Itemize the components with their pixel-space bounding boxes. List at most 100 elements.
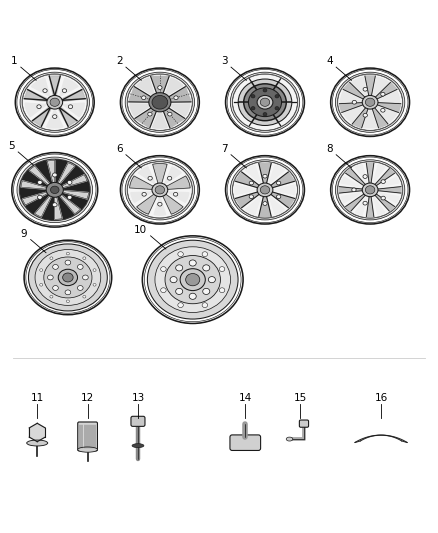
Ellipse shape <box>68 105 73 109</box>
Ellipse shape <box>365 185 375 194</box>
Ellipse shape <box>78 286 83 290</box>
Ellipse shape <box>363 87 367 91</box>
Polygon shape <box>162 193 183 214</box>
Polygon shape <box>49 76 60 96</box>
Polygon shape <box>343 106 364 122</box>
Ellipse shape <box>44 257 92 298</box>
Polygon shape <box>376 187 401 193</box>
Polygon shape <box>269 196 284 214</box>
Ellipse shape <box>149 93 171 112</box>
Ellipse shape <box>173 192 178 196</box>
Ellipse shape <box>176 265 183 271</box>
Polygon shape <box>246 165 261 184</box>
Ellipse shape <box>203 288 210 294</box>
Ellipse shape <box>203 265 210 271</box>
Ellipse shape <box>286 437 293 441</box>
Polygon shape <box>339 102 364 112</box>
Ellipse shape <box>83 257 86 260</box>
Ellipse shape <box>47 95 63 109</box>
Ellipse shape <box>93 269 96 271</box>
Polygon shape <box>270 192 294 208</box>
Ellipse shape <box>208 277 215 282</box>
Polygon shape <box>366 195 374 216</box>
Polygon shape <box>355 435 407 442</box>
Ellipse shape <box>381 108 385 112</box>
Text: 10: 10 <box>134 225 147 235</box>
Polygon shape <box>154 197 166 215</box>
Ellipse shape <box>93 284 96 286</box>
Ellipse shape <box>165 255 220 304</box>
Ellipse shape <box>260 98 270 107</box>
Text: 6: 6 <box>116 144 122 154</box>
Polygon shape <box>60 78 78 96</box>
Polygon shape <box>130 104 152 116</box>
Polygon shape <box>63 103 84 117</box>
Ellipse shape <box>17 157 92 223</box>
Polygon shape <box>61 190 88 199</box>
Polygon shape <box>165 78 183 96</box>
Polygon shape <box>32 107 52 126</box>
Ellipse shape <box>249 195 254 199</box>
Polygon shape <box>21 181 48 189</box>
Ellipse shape <box>125 160 194 220</box>
Ellipse shape <box>168 112 172 116</box>
Polygon shape <box>373 77 389 96</box>
Ellipse shape <box>127 162 192 218</box>
Ellipse shape <box>381 180 385 183</box>
Ellipse shape <box>363 114 367 117</box>
Polygon shape <box>341 177 363 188</box>
Ellipse shape <box>248 88 282 117</box>
Text: 11: 11 <box>31 393 44 403</box>
Ellipse shape <box>27 440 48 446</box>
Ellipse shape <box>65 290 71 295</box>
Text: 13: 13 <box>131 393 145 403</box>
Ellipse shape <box>257 95 273 109</box>
Polygon shape <box>259 196 271 216</box>
Ellipse shape <box>352 188 356 192</box>
Polygon shape <box>339 187 364 193</box>
Polygon shape <box>341 91 363 102</box>
Polygon shape <box>29 423 45 442</box>
Polygon shape <box>366 163 374 184</box>
Ellipse shape <box>152 95 168 109</box>
Polygon shape <box>165 167 181 184</box>
Ellipse shape <box>58 269 78 286</box>
Polygon shape <box>166 87 191 102</box>
Ellipse shape <box>249 181 254 185</box>
Ellipse shape <box>260 185 270 194</box>
Polygon shape <box>246 196 261 214</box>
Ellipse shape <box>40 284 43 286</box>
Ellipse shape <box>263 88 267 92</box>
Ellipse shape <box>381 92 385 96</box>
Ellipse shape <box>238 79 292 125</box>
Polygon shape <box>373 165 385 184</box>
Polygon shape <box>47 160 55 184</box>
Polygon shape <box>377 177 399 188</box>
Ellipse shape <box>53 115 57 118</box>
Ellipse shape <box>275 94 279 98</box>
Polygon shape <box>352 77 367 96</box>
Ellipse shape <box>155 247 230 312</box>
Ellipse shape <box>28 244 107 311</box>
Ellipse shape <box>82 275 88 280</box>
Text: 12: 12 <box>81 393 94 403</box>
Ellipse shape <box>178 252 184 256</box>
Ellipse shape <box>276 181 281 185</box>
Ellipse shape <box>20 72 89 132</box>
Ellipse shape <box>257 183 273 197</box>
Text: 14: 14 <box>239 393 252 403</box>
Ellipse shape <box>35 249 101 305</box>
Polygon shape <box>376 102 401 112</box>
Ellipse shape <box>189 293 196 300</box>
Polygon shape <box>343 83 366 100</box>
Ellipse shape <box>263 112 267 116</box>
FancyBboxPatch shape <box>131 416 145 426</box>
Ellipse shape <box>202 252 208 256</box>
Ellipse shape <box>338 162 403 218</box>
Ellipse shape <box>336 72 405 132</box>
Text: 2: 2 <box>116 56 122 66</box>
FancyBboxPatch shape <box>299 420 308 427</box>
Polygon shape <box>24 90 49 101</box>
Ellipse shape <box>46 182 64 197</box>
Ellipse shape <box>336 160 405 220</box>
